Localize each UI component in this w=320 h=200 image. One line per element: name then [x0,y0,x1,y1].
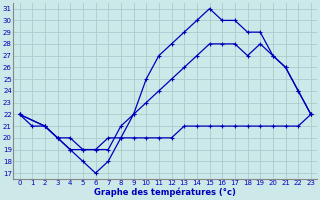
X-axis label: Graphe des températures (°c): Graphe des températures (°c) [94,188,236,197]
